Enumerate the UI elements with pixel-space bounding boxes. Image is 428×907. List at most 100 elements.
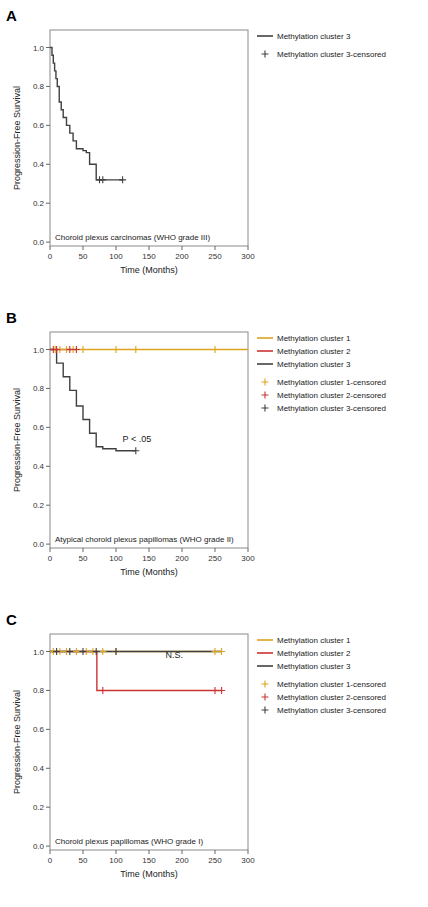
y-tick [46,164,50,165]
censor-mark [53,346,60,353]
y-tick [46,86,50,87]
x-tick-label: 250 [208,252,222,261]
annotation: N.S. [166,650,184,660]
legend-marker [262,405,269,412]
x-tick [116,850,117,854]
panel-label: C [6,611,17,628]
y-tick-label: 0.6 [33,423,45,432]
legend-line [257,363,273,365]
y-axis-label: Progression-Free Survival [12,86,22,190]
x-tick [182,246,183,250]
legend-marker [262,707,269,714]
legend-marker [262,51,269,58]
y-tick-label: 0.4 [33,160,45,169]
x-tick-label: 50 [79,554,88,563]
legend-label: Methylation cluster 2-censored [277,693,386,702]
legend-label: Methylation cluster 3-censored [277,50,386,59]
y-tick-label: 0.8 [33,686,45,695]
y-tick [46,505,50,506]
legend-label: Methylation cluster 3-censored [277,404,386,413]
x-tick-label: 300 [241,856,255,865]
censor-mark [93,648,100,655]
x-tick [182,548,183,552]
legend-label: Methylation cluster 2 [277,347,351,356]
y-tick-label: 0.0 [33,238,45,247]
survival-curve [50,48,123,180]
x-tick-label: 200 [175,252,189,261]
legend-marker [262,694,269,701]
x-tick [83,850,84,854]
y-tick [46,690,50,691]
x-tick [83,548,84,552]
x-tick [215,850,216,854]
x-tick-label: 100 [109,856,123,865]
legend-marker [262,392,269,399]
x-tick [149,246,150,250]
panel-label: A [6,7,17,24]
plot-frame [50,332,248,548]
x-tick [50,850,51,854]
x-tick [248,246,249,250]
x-axis-label: Time (Months) [120,869,178,879]
x-tick [50,548,51,552]
x-tick-label: 300 [241,252,255,261]
y-tick-label: 0.8 [33,82,45,91]
y-tick [46,388,50,389]
x-tick [215,246,216,250]
y-axis-label: Progression-Free Survival [12,388,22,492]
legend-label: Methylation cluster 3 [277,32,351,41]
legend-label: Methylation cluster 3-censored [277,706,386,715]
legend-line [257,652,273,654]
marks [50,346,248,454]
x-tick-label: 0 [48,252,53,261]
legend-label: Methylation cluster 1-censored [277,680,386,689]
x-tick-label: 150 [142,252,156,261]
y-tick [46,651,50,652]
subtitle: Choroid plexus carcinomas (WHO grade III… [55,233,211,242]
y-tick [46,807,50,808]
censor-mark [73,648,80,655]
x-tick [50,246,51,250]
x-axis-label: Time (Months) [120,265,178,275]
censor-mark [119,176,126,183]
x-tick-label: 0 [48,856,53,865]
x-tick-label: 200 [175,554,189,563]
y-axis-label: Progression-Free Survival [12,690,22,794]
x-tick-label: 100 [109,252,123,261]
censor-mark [218,648,225,655]
x-tick [248,850,249,854]
y-tick [46,544,50,545]
x-tick-label: 150 [142,554,156,563]
legend: Methylation cluster 1Methylation cluster… [257,334,386,413]
censor-mark [218,687,225,694]
y-tick [46,729,50,730]
x-tick-label: 0 [48,554,53,563]
y-tick-label: 0.2 [33,199,45,208]
y-tick-label: 1.0 [33,648,45,657]
legend-label: Methylation cluster 1-censored [277,378,386,387]
x-tick-label: 200 [175,856,189,865]
y-tick-label: 0.6 [33,725,45,734]
censor-mark [212,648,219,655]
legend-line [257,665,273,667]
x-tick [215,548,216,552]
legend-label: Methylation cluster 1 [277,636,351,645]
censor-mark [113,346,120,353]
censor-mark [99,648,106,655]
x-tick-label: 100 [109,554,123,563]
legend-label: Methylation cluster 3 [277,360,351,369]
legend-marker [262,379,269,386]
censor-mark [80,346,87,353]
x-tick [83,246,84,250]
y-tick-label: 0.6 [33,121,45,130]
y-tick [46,349,50,350]
x-tick-label: 250 [208,554,222,563]
censor-mark [132,346,139,353]
legend-label: Methylation cluster 2 [277,649,351,658]
plot-frame [50,30,248,246]
legend: Methylation cluster 1 Methylation cluster… [257,636,386,715]
y-tick-label: 0.0 [33,842,45,851]
y-tick [46,768,50,769]
x-tick-label: 250 [208,856,222,865]
legend-marker [262,681,269,688]
